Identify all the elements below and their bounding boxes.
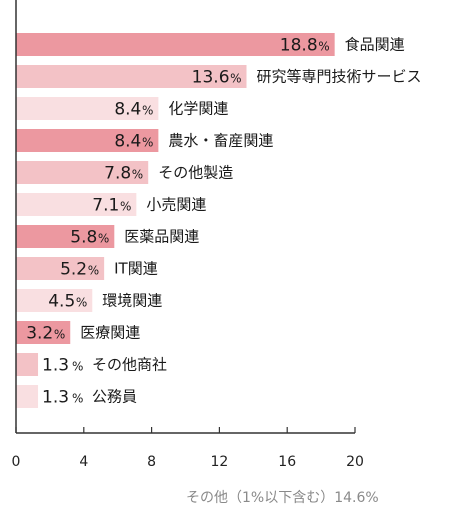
bar-value-label: 4.5 <box>48 292 75 312</box>
x-tick-label: 8 <box>147 454 156 470</box>
bar-value-label: 5.2 <box>60 260 87 280</box>
bar-value-unit: % <box>88 264 99 278</box>
bar-value-unit: % <box>76 296 87 310</box>
bar <box>16 225 115 248</box>
category-label: その他商社 <box>92 356 167 374</box>
bar-value-label: 8.4 <box>114 132 141 152</box>
bar-value-unit: % <box>72 392 83 406</box>
bar <box>16 33 335 56</box>
bar-value-label: 18.8 <box>280 36 318 56</box>
bar-value-label: 5.8 <box>70 228 97 248</box>
x-axis-ticks: 0 4 8 12 16 20 <box>12 427 364 470</box>
x-tick-label: 4 <box>79 454 88 470</box>
bar-value-unit: % <box>98 232 109 246</box>
category-label: 食品関連 <box>345 36 405 54</box>
bar-value-label: 1.3 <box>42 356 69 376</box>
x-tick-label: 12 <box>210 454 228 470</box>
bar-value-label: 13.6 <box>192 68 230 88</box>
bar <box>16 161 149 184</box>
x-tick-label: 20 <box>346 454 364 470</box>
bar <box>16 65 247 88</box>
x-tick-label: 0 <box>12 454 21 470</box>
category-label: 公務員 <box>92 388 137 406</box>
category-label: IT関連 <box>114 260 158 278</box>
bar-value-unit: % <box>54 328 65 342</box>
bar-value-unit: % <box>132 168 143 182</box>
bars-group: %18.8 食品関連%13.6 研究等専門技術サービス%8.4 化学関連%8.4 農水・… <box>16 33 422 408</box>
bar-value-unit: % <box>318 40 329 54</box>
bar-value-label: 7.1 <box>92 196 119 216</box>
bar <box>16 321 71 344</box>
footnote: その他（1%以下含む）14.6% <box>186 490 379 506</box>
category-label: 研究等専門技術サービス <box>257 68 422 86</box>
category-label: 小売関連 <box>146 196 206 214</box>
bar-value-label: 3.2 <box>26 324 53 344</box>
bar-value-unit: % <box>72 360 83 374</box>
x-tick-label: 16 <box>278 454 296 470</box>
bar <box>16 289 93 312</box>
category-label: 医療関連 <box>80 324 140 342</box>
bar <box>16 97 159 120</box>
bar <box>16 353 39 376</box>
category-label: 環境関連 <box>102 292 162 310</box>
bar-value-label: 1.3 <box>42 388 69 408</box>
bar <box>16 385 39 408</box>
bar-value-label: 8.4 <box>114 100 141 120</box>
bar <box>16 257 105 280</box>
bar <box>16 129 159 152</box>
bar <box>16 193 137 216</box>
category-label: 化学関連 <box>168 100 228 118</box>
bar-value-unit: % <box>120 200 131 214</box>
bar-value-unit: % <box>230 72 241 86</box>
bar-value-unit: % <box>142 136 153 150</box>
bar-value-unit: % <box>142 104 153 118</box>
category-label: その他製造 <box>158 164 233 182</box>
bar-value-label: 7.8 <box>104 164 131 184</box>
category-label: 医薬品関連 <box>124 228 199 246</box>
category-label: 農水・畜産関連 <box>168 132 273 150</box>
